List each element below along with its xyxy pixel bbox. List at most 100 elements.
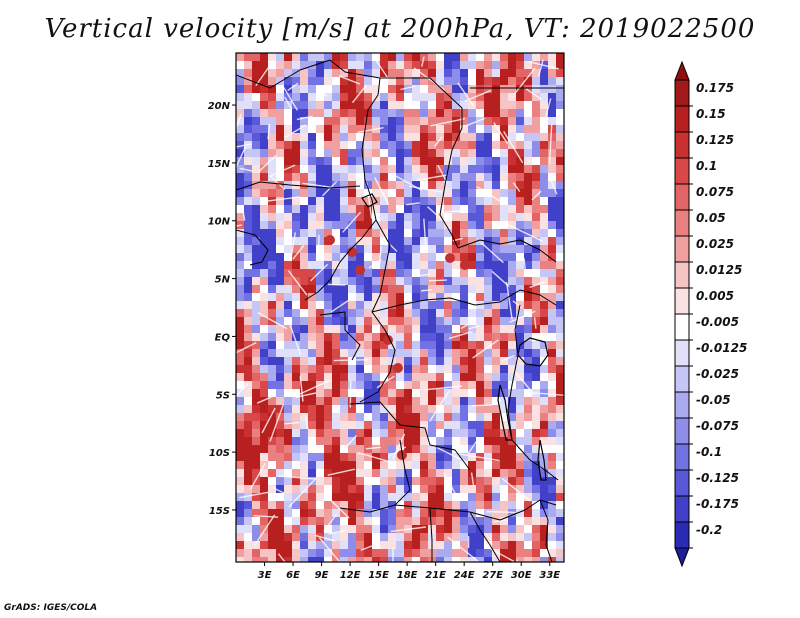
field-cell (420, 197, 429, 206)
field-cell (372, 61, 381, 70)
field-cell (516, 261, 525, 270)
field-cell (556, 61, 564, 70)
field-cell (508, 477, 517, 486)
field-cell (340, 349, 349, 358)
field-cell (548, 469, 557, 478)
field-cell (308, 165, 317, 174)
field-cell (500, 533, 509, 542)
field-cell (436, 269, 445, 278)
field-cell (452, 261, 461, 270)
field-cell (556, 269, 564, 278)
field-cell (300, 269, 309, 278)
field-cell (468, 445, 477, 454)
field-cell (300, 69, 309, 78)
field-cell (516, 229, 525, 238)
field-cell (548, 397, 557, 406)
field-cell (484, 445, 493, 454)
field-cell (380, 421, 389, 430)
field-cell (372, 109, 381, 118)
field-cell (324, 533, 333, 542)
colorbar-swatch (674, 157, 690, 185)
field-cell (556, 413, 564, 422)
field-cell (292, 501, 301, 510)
zero-contour (323, 513, 338, 532)
field-cell (524, 109, 533, 118)
field-cell (380, 397, 389, 406)
field-cell (476, 429, 485, 438)
field-cell (348, 253, 357, 262)
field-cell (276, 293, 285, 302)
field-cell (412, 341, 421, 350)
field-cell (492, 245, 501, 254)
field-cell (364, 485, 373, 494)
field-cell (412, 541, 421, 550)
field-cell (508, 229, 517, 238)
field-cell (364, 421, 373, 430)
field-cell (500, 365, 509, 374)
field-cell (428, 253, 437, 262)
field-cell (380, 141, 389, 150)
field-cell (372, 429, 381, 438)
field-cell (316, 517, 325, 526)
field-cell (516, 453, 525, 462)
field-cell (428, 349, 437, 358)
field-cell (420, 397, 429, 406)
zero-contour (261, 407, 276, 434)
field-cell (540, 85, 549, 94)
field-cell (556, 141, 564, 150)
field-cell (388, 365, 397, 374)
field-cell (364, 405, 373, 414)
field-cell (308, 453, 317, 462)
zero-contour (408, 185, 443, 193)
field-cell (532, 213, 541, 222)
field-cell (300, 485, 309, 494)
field-cell (332, 189, 341, 198)
field-cell (428, 245, 437, 254)
field-cell (452, 85, 461, 94)
field-cell (332, 381, 341, 390)
field-cell (404, 533, 413, 542)
field-cell (548, 437, 557, 446)
field-cell (452, 469, 461, 478)
field-cell (516, 181, 525, 190)
field-cell (404, 117, 413, 126)
zero-contour (328, 529, 346, 535)
border-congo-drc (359, 311, 396, 403)
field-cell (308, 253, 317, 262)
field-cell (468, 421, 477, 430)
field-cell (276, 541, 285, 550)
field-cell (516, 165, 525, 174)
field-cell (372, 397, 381, 406)
field-cell (388, 469, 397, 478)
field-cell (420, 285, 429, 294)
field-cell (244, 197, 253, 206)
field-cell (444, 557, 453, 562)
velocity-field (236, 53, 564, 562)
field-cell (492, 229, 501, 238)
zero-contour (528, 61, 560, 70)
field-cell (492, 77, 501, 86)
field-cell (340, 53, 349, 62)
field-cell (244, 461, 253, 470)
field-cell (556, 309, 564, 318)
field-cell (356, 101, 365, 110)
field-cell (316, 477, 325, 486)
field-cell (324, 269, 333, 278)
field-cell (236, 277, 245, 286)
field-cell (396, 373, 405, 382)
field-cell (324, 197, 333, 206)
field-cell (524, 253, 533, 262)
field-cell (500, 421, 509, 430)
field-cell (412, 197, 421, 206)
field-cell (436, 53, 445, 62)
field-cell (276, 413, 285, 422)
zero-contour (327, 468, 355, 476)
field-cell (244, 133, 253, 142)
field-cell (260, 541, 269, 550)
field-cell (324, 357, 333, 366)
field-cell (508, 277, 517, 286)
field-cell (380, 405, 389, 414)
field-cell (460, 141, 469, 150)
field-cell (236, 381, 245, 390)
